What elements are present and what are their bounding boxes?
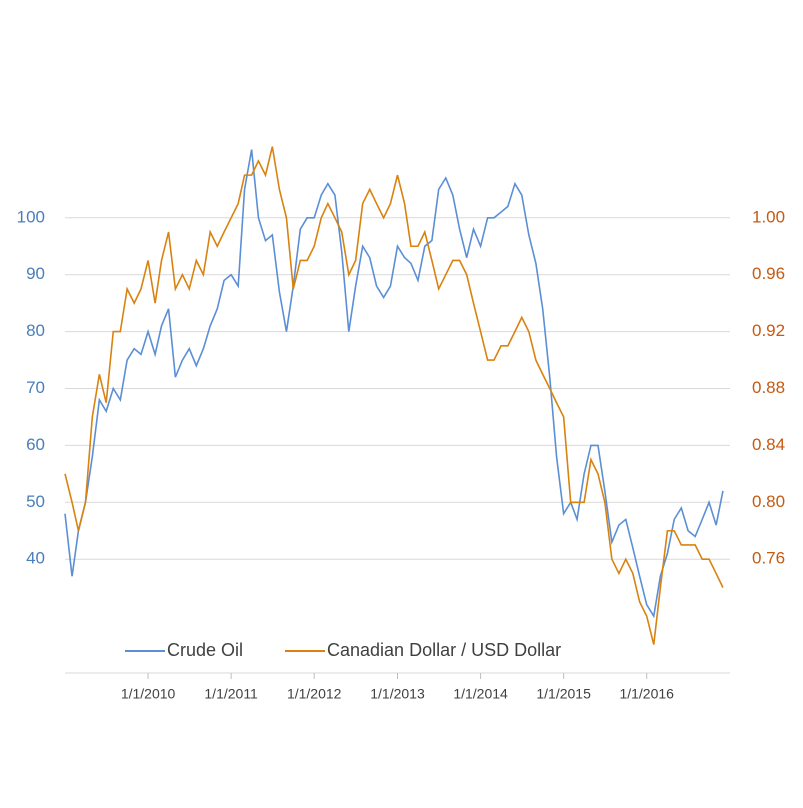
y-tick-label: 40 bbox=[26, 549, 45, 568]
y2-tick-label: 0.84 bbox=[752, 435, 785, 454]
legend-label: Crude Oil bbox=[167, 640, 243, 660]
x-tick-label: 1/1/2011 bbox=[204, 686, 258, 702]
y2-tick-label: 0.80 bbox=[752, 492, 785, 511]
x-tick-label: 1/1/2013 bbox=[370, 686, 425, 702]
y-tick-label: 100 bbox=[17, 207, 45, 226]
y-tick-label: 60 bbox=[26, 435, 45, 454]
y2-tick-label: 1.00 bbox=[752, 207, 785, 226]
series-line bbox=[64, 146, 724, 645]
legend-label: Canadian Dollar / USD Dollar bbox=[327, 640, 561, 660]
y-tick-label: 50 bbox=[26, 492, 45, 511]
y2-tick-label: 0.96 bbox=[752, 264, 785, 283]
x-tick-label: 1/1/2010 bbox=[121, 686, 176, 702]
x-tick-label: 1/1/2012 bbox=[287, 686, 342, 702]
x-tick-label: 1/1/2016 bbox=[619, 686, 674, 702]
y-tick-label: 70 bbox=[26, 378, 45, 397]
y-tick-label: 80 bbox=[26, 321, 45, 340]
y2-tick-label: 0.92 bbox=[752, 321, 785, 340]
x-tick-label: 1/1/2015 bbox=[536, 686, 591, 702]
x-tick-label: 1/1/2014 bbox=[453, 686, 508, 702]
y2-tick-label: 0.76 bbox=[752, 549, 785, 568]
y-tick-label: 90 bbox=[26, 264, 45, 283]
y2-tick-label: 0.88 bbox=[752, 378, 785, 397]
series-line bbox=[64, 149, 724, 619]
